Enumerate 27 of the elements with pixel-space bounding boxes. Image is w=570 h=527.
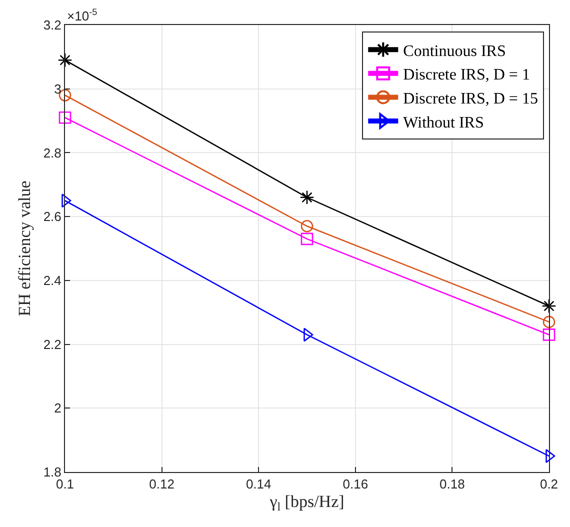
legend-label: Discrete IRS, D = 1 — [403, 66, 530, 84]
y-tick-label: 3 — [54, 81, 62, 96]
x-axis-title: γ$_{l}$ [bps/Hz] — [268, 492, 344, 514]
point — [58, 111, 72, 124]
x-tick-label: 0.12 — [149, 476, 174, 492]
point — [542, 316, 556, 328]
point — [542, 328, 556, 341]
y-tick-label: 2 — [54, 400, 62, 416]
x-tick-label: 0.16 — [342, 476, 368, 492]
point — [300, 220, 314, 232]
x-tick-label: 0.14 — [246, 476, 272, 492]
legend-label: Without IRS — [403, 114, 484, 132]
legend-label: Continuous IRS — [403, 42, 506, 60]
x-tick-label: 0.2 — [540, 476, 558, 492]
text: ×10$^{-5}$ — [67, 7, 98, 24]
x-tick-label: 0.18 — [440, 476, 465, 492]
y-tick-label: 3.2 — [43, 18, 62, 33]
legend-label: Discrete IRS, D = 15 — [403, 90, 538, 108]
y-tick-label: 2.6 — [43, 209, 62, 224]
point — [300, 232, 314, 246]
point — [542, 298, 556, 314]
point — [300, 190, 314, 205]
y-tick-label: 2.8 — [43, 145, 62, 160]
y-tick-label: 2.2 — [43, 336, 62, 352]
y-axis-title: EH efficiency value — [14, 180, 34, 316]
point — [58, 52, 72, 68]
y-tick-label: 2.4 — [43, 272, 62, 288]
